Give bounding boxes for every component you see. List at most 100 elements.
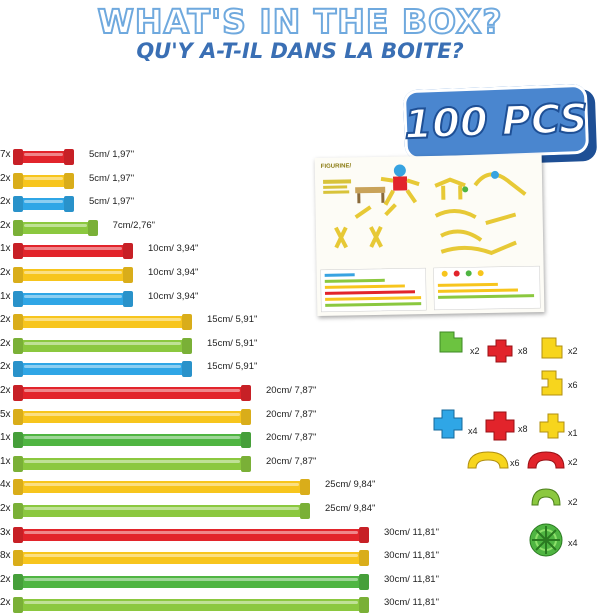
connector-qty-label: x4 [568, 538, 578, 548]
tube-length-label: 20cm/ 7,87" [266, 455, 317, 467]
connector-qty-label: x2 [568, 457, 578, 467]
tube-blue-icon [14, 198, 73, 211]
tube-length-label: 20cm/ 7,87" [266, 432, 317, 444]
tube-length-label: 15cm/ 5,91" [207, 314, 258, 326]
tube-row: 8x 30cm/ 11,81" [0, 547, 600, 567]
tube-length-label: 20cm/ 7,87" [266, 385, 317, 396]
connector-qty-label: x2 [568, 497, 578, 507]
tube-row: 2x 5cm/ 1,97" [0, 193, 600, 213]
tube-row: 2x 30cm/ 11,81" [0, 594, 600, 614]
connector-qty-label: x6 [568, 380, 578, 390]
tube-row: 2x 15cm/ 5,91" [0, 358, 600, 378]
tube-quantity: 2x [0, 196, 11, 208]
tube-quantity: 2x [0, 597, 11, 609]
tube-red-icon [14, 387, 250, 399]
tube-row: 4x 25cm/ 9,84" [0, 476, 600, 496]
booklet-illustration [320, 164, 541, 313]
tube-length-label: 30cm/ 11,81" [384, 526, 439, 538]
tube-quantity: 2x [0, 267, 11, 278]
tube-quantity: 8x [0, 550, 11, 562]
tube-length-label: 30cm/ 11,81" [384, 597, 439, 609]
connector-qty-label: x6 [510, 458, 520, 468]
runner-head-icon [393, 164, 406, 177]
tube-quantity: 1x [0, 432, 11, 444]
tube-green-icon [14, 505, 309, 517]
tube-green-icon [14, 339, 191, 352]
tube-yellow-icon [14, 410, 250, 423]
booklet-text-line [323, 185, 348, 189]
connector-qty-label: x4 [468, 426, 478, 436]
tube-yellow-icon [14, 269, 132, 281]
tube-length-label: 5cm/ 1,97" [89, 196, 135, 208]
tube-yellow-icon [14, 316, 191, 329]
tube-blue-icon [14, 363, 191, 376]
connector-qty-label: x2 [568, 346, 578, 356]
tube-row: 3x 30cm/ 11,81" [0, 524, 600, 544]
tube-length-label: 10cm/ 3,94" [148, 290, 199, 302]
tube-red-icon [14, 151, 73, 163]
tube-quantity: 3x [0, 526, 11, 538]
tube-green-icon [14, 221, 97, 234]
tube-red-icon [14, 528, 368, 541]
tube-red-icon [14, 245, 132, 258]
tube-length-label: 5cm/ 1,97" [89, 149, 135, 160]
tube-quantity: 2x [0, 172, 11, 184]
connector-qty-label: x1 [568, 428, 578, 438]
instruction-booklet: FIGURINE/ [314, 154, 545, 316]
tube-quantity: 1x [0, 243, 11, 255]
tube-green-icon [14, 599, 368, 612]
connector-qty-label: x2 [470, 346, 480, 356]
tube-row: 2x 20cm/ 7,87" [0, 382, 600, 402]
tube-length-label: 7cm/2,76" [112, 219, 156, 231]
tube-row: 2x 5cm/ 1,97" [0, 170, 600, 190]
tube-row: 2x 15cm/ 5,91" [0, 335, 600, 355]
tube-quantity: 5x [0, 408, 11, 420]
tube-row: 1x 20cm/ 7,87" [0, 429, 600, 449]
tube-quantity: 2x [0, 385, 11, 396]
tube-quantity: 4x [0, 479, 11, 491]
tube-yellow-icon [14, 552, 368, 565]
tube-quantity: 1x [0, 455, 11, 467]
tube-quantity: 2x [0, 314, 11, 326]
tube-quantity: 2x [0, 361, 11, 373]
tube-row: 1x 20cm/ 7,87" [0, 453, 600, 473]
tube-length-label: 10cm/ 3,94" [148, 243, 199, 255]
title-french: QU'Y A-T-IL DANS LA BOITE? [136, 39, 464, 63]
dinosaur-figure-icon [473, 172, 527, 196]
tube-yellow-icon [14, 174, 73, 187]
tube-row: 2x 25cm/ 9,84" [0, 500, 600, 520]
tube-row: 2x 10cm/ 3,94" [0, 264, 600, 284]
tube-length-label: 30cm/ 11,81" [384, 550, 439, 562]
connector-qty-label: x8 [518, 424, 528, 434]
tube-length-label: 5cm/ 1,97" [89, 172, 135, 184]
tube-quantity: 2x [0, 573, 11, 585]
connector-qty-label: x8 [518, 346, 528, 356]
tube-length-label: 10cm/ 3,94" [148, 267, 199, 278]
dinosaur-figure-icon [434, 177, 466, 200]
tube-quantity: 7x [0, 149, 11, 160]
tube-green-icon [14, 457, 250, 470]
tube-row: 5x 20cm/ 7,87" [0, 406, 600, 426]
tube-length-label: 20cm/ 7,87" [266, 408, 317, 420]
tube-yellow-icon [14, 481, 309, 494]
tube-length-label: 15cm/ 5,91" [207, 337, 258, 349]
bench-icon [355, 186, 386, 194]
booklet-text-line [323, 179, 352, 184]
tube-row: 7x 5cm/ 1,97" [0, 146, 600, 166]
tube-row: 2x 7cm/2,76" [0, 217, 600, 237]
tube-row: 2x 15cm/ 5,91" [0, 311, 600, 331]
tube-blue-icon [14, 292, 132, 305]
tube-quantity: 2x [0, 503, 11, 514]
tube-row: 2x 30cm/ 11,81" [0, 571, 600, 591]
tube-quantity: 1x [0, 290, 11, 302]
tube-row: 1x 10cm/ 3,94" [0, 288, 600, 308]
tube-darkgreen-icon [14, 575, 368, 588]
tube-quantity: 2x [0, 337, 11, 349]
tube-length-label: 25cm/ 9,84" [325, 503, 376, 514]
title-english: WHAT'S IN THE BOX? [96, 1, 503, 42]
tube-darkgreen-icon [14, 434, 250, 447]
booklet-text-line [323, 190, 350, 194]
tube-quantity: 2x [0, 219, 11, 231]
tube-length-label: 25cm/ 9,84" [325, 479, 376, 491]
